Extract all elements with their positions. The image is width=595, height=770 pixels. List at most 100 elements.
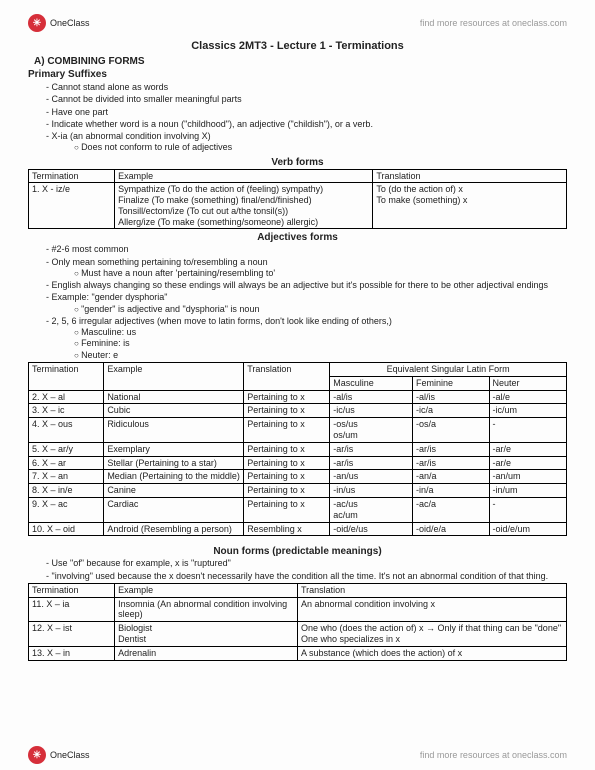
th: Translation — [244, 362, 330, 390]
list-sub-item: Masculine: us — [74, 327, 567, 338]
footer-logo: ✳ OneClass — [28, 746, 90, 764]
td: -an/us — [330, 470, 413, 484]
td: A substance (which does the action) of x — [297, 646, 566, 660]
td: -al/is — [412, 390, 489, 404]
th: Termination — [29, 583, 115, 597]
table-row: 11. X – iaInsomnia (An abnormal conditio… — [29, 597, 567, 622]
primary-suffixes-head: Primary Suffixes — [28, 69, 567, 80]
td: To (do the action of) x To make (somethi… — [373, 183, 567, 229]
th: Neuter — [489, 376, 566, 390]
td: Cubic — [104, 404, 244, 418]
td: Resembling x — [244, 522, 330, 536]
td: -an/a — [412, 470, 489, 484]
logo-text: OneClass — [50, 18, 90, 28]
table-row: 13. X – inAdrenalinA substance (which do… — [29, 646, 567, 660]
td: -os/us os/um — [330, 418, 413, 443]
noun-caption: Noun forms (predictable meanings) — [28, 546, 567, 557]
td: -al/e — [489, 390, 566, 404]
logo-icon: ✳ — [28, 746, 46, 764]
table-row: 2. X – alNationalPertaining to x-al/is-a… — [29, 390, 567, 404]
td: -oid/e/um — [489, 522, 566, 536]
td: 6. X – ar — [29, 456, 104, 470]
list-item: #2-6 most common — [46, 244, 567, 255]
td: Pertaining to x — [244, 404, 330, 418]
td: An abnormal condition involving x — [297, 597, 566, 622]
td: Pertaining to x — [244, 418, 330, 443]
th: Translation — [297, 583, 566, 597]
table-row: 10. X – oidAndroid (Resembling a person)… — [29, 522, 567, 536]
table-row: 7. X – anMedian (Pertaining to the middl… — [29, 470, 567, 484]
th: Example — [104, 362, 244, 390]
primary-suffixes-list: Cannot stand alone as words Cannot be di… — [28, 82, 567, 154]
td: National — [104, 390, 244, 404]
footer-link[interactable]: find more resources at oneclass.com — [420, 750, 567, 760]
td: Stellar (Pertaining to a star) — [104, 456, 244, 470]
td: -ic/a — [412, 404, 489, 418]
td: Cardiac — [104, 497, 244, 522]
list-item: Indicate whether word is a noun ("childh… — [46, 119, 567, 130]
td: -os/a — [412, 418, 489, 443]
header-link[interactable]: find more resources at oneclass.com — [420, 18, 567, 28]
list-sub-item: "gender" is adjective and "dysphoria" is… — [74, 304, 567, 315]
table-row: 3. X – icCubicPertaining to x-ic/us-ic/a… — [29, 404, 567, 418]
td: Canine — [104, 484, 244, 498]
td: -ar/is — [330, 442, 413, 456]
list-item: Cannot be divided into smaller meaningfu… — [46, 94, 567, 105]
table-row: 12. X – istBiologist DentistOne who (doe… — [29, 622, 567, 647]
noun-table: Termination Example Translation 11. X – … — [28, 583, 567, 661]
list-item: English always changing so these endings… — [46, 280, 567, 291]
list-item: 2, 5, 6 irregular adjectives (when move … — [46, 316, 567, 361]
list-item: Only mean something pertaining to/resemb… — [46, 257, 567, 280]
list-item: X-ia (an abnormal condition involving X)… — [46, 131, 567, 154]
td: 10. X – oid — [29, 522, 104, 536]
td: Pertaining to x — [244, 484, 330, 498]
verb-caption: Verb forms — [28, 157, 567, 168]
adj-caption: Adjectives forms — [28, 232, 567, 243]
list-sub-item: Must have a noun after 'pertaining/resem… — [74, 268, 567, 279]
td: -ac/a — [412, 497, 489, 522]
table-row: 9. X – acCardiacPertaining to x-ac/us ac… — [29, 497, 567, 522]
th: Example — [115, 169, 373, 183]
td: - — [489, 497, 566, 522]
td: Insomnia (An abnormal condition involvin… — [115, 597, 298, 622]
th: Termination — [29, 362, 104, 390]
td: Pertaining to x — [244, 390, 330, 404]
th: Termination — [29, 169, 115, 183]
table-row: 5. X – ar/yExemplaryPertaining to x-ar/i… — [29, 442, 567, 456]
noun-notes: Use "of" because for example, x is "rupt… — [28, 558, 567, 582]
th: Equivalent Singular Latin Form — [330, 362, 567, 376]
td: Adrenalin — [115, 646, 298, 660]
td: -ar/e — [489, 456, 566, 470]
td: 11. X – ia — [29, 597, 115, 622]
td: Ridiculous — [104, 418, 244, 443]
td: 13. X – in — [29, 646, 115, 660]
verb-table: Termination Example Translation 1. X - i… — [28, 169, 567, 230]
td: 7. X – an — [29, 470, 104, 484]
td: One who (does the action of) x → Only if… — [297, 622, 566, 647]
td: 1. X - iz/e — [29, 183, 115, 229]
td: -ic/us — [330, 404, 413, 418]
th: Translation — [373, 169, 567, 183]
table-row: 1. X - iz/e Sympathize (To do the action… — [29, 183, 567, 229]
td: 9. X – ac — [29, 497, 104, 522]
td: -in/um — [489, 484, 566, 498]
td: -in/us — [330, 484, 413, 498]
logo-text: OneClass — [50, 750, 90, 760]
td: -an/um — [489, 470, 566, 484]
td: -in/a — [412, 484, 489, 498]
list-item: Have one part — [46, 107, 567, 118]
logo: ✳ OneClass — [28, 14, 90, 32]
td: -oid/e/us — [330, 522, 413, 536]
td: Sympathize (To do the action of (feeling… — [115, 183, 373, 229]
td: Android (Resembling a person) — [104, 522, 244, 536]
list-sub-item: Feminine: is — [74, 338, 567, 349]
logo-icon: ✳ — [28, 14, 46, 32]
td: -ar/is — [412, 456, 489, 470]
footer: ✳ OneClass find more resources at onecla… — [0, 746, 595, 764]
td: -oid/e/a — [412, 522, 489, 536]
td: -al/is — [330, 390, 413, 404]
td: -ar/is — [412, 442, 489, 456]
td: Pertaining to x — [244, 456, 330, 470]
td: Median (Pertaining to the middle) — [104, 470, 244, 484]
table-row: 8. X – in/eCaninePertaining to x-in/us-i… — [29, 484, 567, 498]
